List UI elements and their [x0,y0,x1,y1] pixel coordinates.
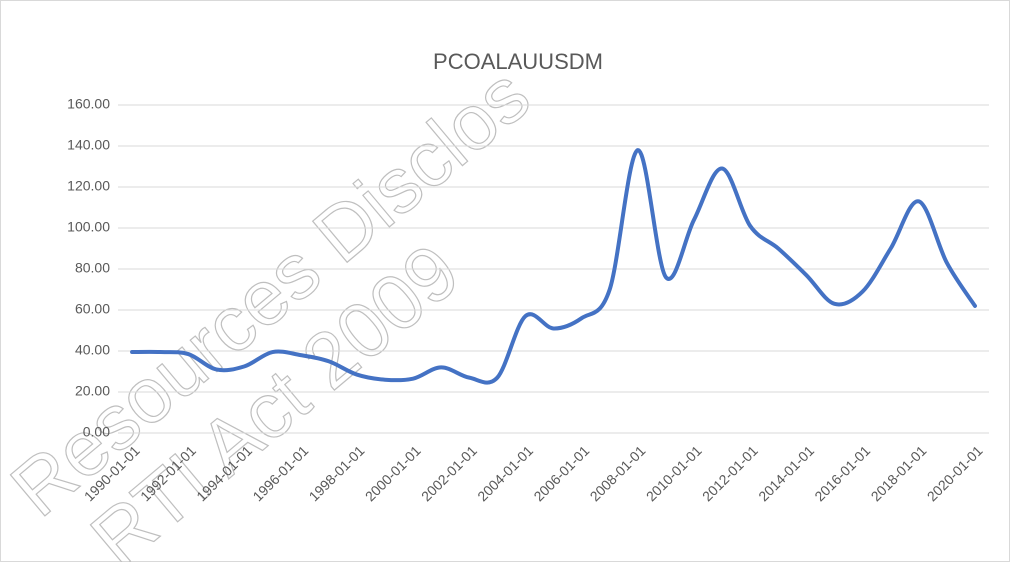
y-tick-label: 80.00 [75,260,110,276]
line-series [130,148,977,385]
chart-title: PCOALAUUSDM [433,49,603,74]
y-tick-label: 120.00 [67,178,110,194]
y-tick-label: 40.00 [75,342,110,358]
y-tick-label: 60.00 [75,301,110,317]
y-tick-label: 20.00 [75,383,110,399]
y-tick-label: 160.00 [67,96,110,112]
y-tick-label: 0.00 [83,424,110,440]
y-tick-label: 100.00 [67,219,110,235]
y-tick-label: 140.00 [67,137,110,153]
